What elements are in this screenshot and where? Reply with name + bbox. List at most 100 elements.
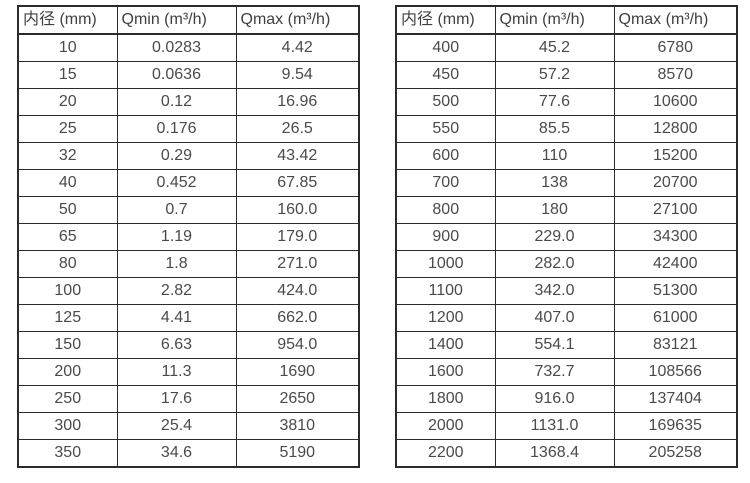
table-row: 10 0.0283 4.42 (17, 33, 360, 62)
table-cell: 83121 (613, 331, 738, 359)
table-row: 1600 732.7 108566 (395, 358, 738, 386)
table-cell: 6.63 (116, 331, 237, 359)
table-cell: 160.0 (235, 196, 360, 224)
table-cell: 137404 (613, 385, 738, 413)
table-cell: 16.96 (235, 88, 360, 116)
table-cell: 138 (494, 169, 615, 197)
table-cell: 4.42 (235, 33, 360, 62)
table-cell: 0.29 (116, 142, 237, 170)
table-row: 700 138 20700 (395, 169, 738, 197)
table-cell: 1131.0 (494, 412, 615, 440)
flow-table-large-diameters: 内径 (mm) Qmin (m³/h) Qmax (m³/h) 400 45.2 6… (395, 5, 738, 468)
table-row: 25 0.176 26.5 (17, 115, 360, 143)
table-cell: 1800 (395, 385, 496, 413)
table-cell: 77.6 (494, 88, 615, 116)
table-cell: 26.5 (235, 115, 360, 143)
table-cell: 1368.4 (494, 439, 615, 468)
table-cell: 1400 (395, 331, 496, 359)
table-cell: 407.0 (494, 304, 615, 332)
header-inner-diameter: 内径 (mm) (395, 5, 496, 35)
table-row: 50 0.7 160.0 (17, 196, 360, 224)
table-cell: 229.0 (494, 223, 615, 251)
table-row: 1400 554.1 83121 (395, 331, 738, 359)
table-cell: 3810 (235, 412, 360, 440)
table-cell: 25.4 (116, 412, 237, 440)
table-cell: 954.0 (235, 331, 360, 359)
table-cell: 15200 (613, 142, 738, 170)
table-cell: 34300 (613, 223, 738, 251)
table-row: 2200 1368.4 205258 (395, 439, 738, 468)
table-cell: 0.176 (116, 115, 237, 143)
table-row: 2000 1131.0 169635 (395, 412, 738, 440)
table-cell: 10600 (613, 88, 738, 116)
table-cell: 150 (17, 331, 118, 359)
table-cell: 450 (395, 61, 496, 89)
header-inner-diameter: 内径 (mm) (17, 5, 118, 35)
table-cell: 45.2 (494, 33, 615, 62)
table-cell: 61000 (613, 304, 738, 332)
table-row: 150 6.63 954.0 (17, 331, 360, 359)
header-qmin: Qmin (m³/h) (494, 5, 615, 35)
table-cell: 4.41 (116, 304, 237, 332)
table-cell: 554.1 (494, 331, 615, 359)
table-row: 900 229.0 34300 (395, 223, 738, 251)
table-cell: 10 (17, 33, 118, 62)
table-cell: 0.452 (116, 169, 237, 197)
table-cell: 1690 (235, 358, 360, 386)
table-cell: 180 (494, 196, 615, 224)
table-cell: 27100 (613, 196, 738, 224)
table-body: 400 45.2 6780 450 57.2 8570 500 77.6 10600 550 85.… (395, 33, 738, 468)
table-cell: 80 (17, 250, 118, 278)
table-cell: 40 (17, 169, 118, 197)
table-cell: 110 (494, 142, 615, 170)
flow-table-small-diameters: 内径 (mm) Qmin (m³/h) Qmax (m³/h) 10 0.0283… (17, 5, 360, 468)
table-row: 1000 282.0 42400 (395, 250, 738, 278)
table-cell: 12800 (613, 115, 738, 143)
table-cell: 0.0283 (116, 33, 237, 62)
table-cell: 205258 (613, 439, 738, 468)
table-cell: 1.8 (116, 250, 237, 278)
table-row: 80 1.8 271.0 (17, 250, 360, 278)
table-row: 800 180 27100 (395, 196, 738, 224)
table-cell: 32 (17, 142, 118, 170)
table-cell: 67.85 (235, 169, 360, 197)
table-row: 200 11.3 1690 (17, 358, 360, 386)
table-row: 40 0.452 67.85 (17, 169, 360, 197)
table-cell: 1600 (395, 358, 496, 386)
table-cell: 100 (17, 277, 118, 305)
table-cell: 424.0 (235, 277, 360, 305)
table-cell: 25 (17, 115, 118, 143)
table-cell: 43.42 (235, 142, 360, 170)
table-cell: 250 (17, 385, 118, 413)
table-cell: 125 (17, 304, 118, 332)
table-cell: 1200 (395, 304, 496, 332)
header-qmin: Qmin (m³/h) (116, 5, 237, 35)
table-cell: 85.5 (494, 115, 615, 143)
table-cell: 51300 (613, 277, 738, 305)
table-row: 15 0.0636 9.54 (17, 61, 360, 89)
table-cell: 2.82 (116, 277, 237, 305)
table-cell: 8570 (613, 61, 738, 89)
flow-tables-container: 内径 (mm) Qmin (m³/h) Qmax (m³/h) 10 0.0283… (17, 5, 738, 468)
table-cell: 700 (395, 169, 496, 197)
table-cell: 200 (17, 358, 118, 386)
table-cell: 169635 (613, 412, 738, 440)
table-cell: 20 (17, 88, 118, 116)
table-row: 1100 342.0 51300 (395, 277, 738, 305)
table-cell: 5190 (235, 439, 360, 468)
table-cell: 600 (395, 142, 496, 170)
table-cell: 400 (395, 33, 496, 62)
table-row: 500 77.6 10600 (395, 88, 738, 116)
header-qmax: Qmax (m³/h) (235, 5, 360, 35)
header-row: 内径 (mm) Qmin (m³/h) Qmax (m³/h) (17, 5, 360, 35)
table-cell: 57.2 (494, 61, 615, 89)
table-cell: 550 (395, 115, 496, 143)
table-cell: 1000 (395, 250, 496, 278)
table-row: 32 0.29 43.42 (17, 142, 360, 170)
table-cell: 1.19 (116, 223, 237, 251)
table-cell: 9.54 (235, 61, 360, 89)
table-row: 250 17.6 2650 (17, 385, 360, 413)
table-cell: 20700 (613, 169, 738, 197)
table-cell: 17.6 (116, 385, 237, 413)
